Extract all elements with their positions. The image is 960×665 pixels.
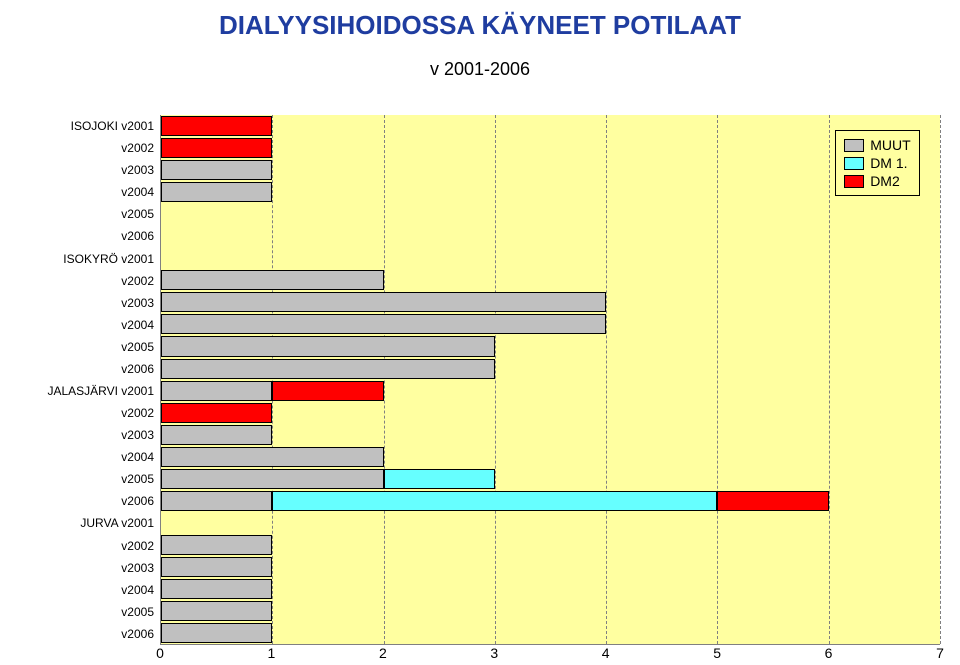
x-axis-tick: 1 xyxy=(268,645,276,661)
legend-item: MUUT xyxy=(844,136,910,154)
bar-slot xyxy=(161,225,940,247)
bar-segment xyxy=(161,623,272,643)
bar-slot xyxy=(161,358,940,380)
bar-segment xyxy=(161,138,272,158)
bar-slot xyxy=(161,159,940,181)
bar-slot xyxy=(161,247,940,269)
bar-segment xyxy=(161,579,272,599)
bar-segment xyxy=(272,491,717,511)
bar-slot xyxy=(161,490,940,512)
bar-slot xyxy=(161,115,940,137)
y-axis-label: JURVA v2001 xyxy=(20,512,160,534)
bar-slot xyxy=(161,446,940,468)
bar-segment xyxy=(161,336,495,356)
bar-segment xyxy=(161,160,272,180)
x-axis-labels: 01234567 xyxy=(160,645,940,665)
legend-item: DM 1. xyxy=(844,154,910,172)
legend: MUUTDM 1.DM2 xyxy=(835,130,919,196)
y-axis-label: v2002 xyxy=(20,402,160,424)
bar-slot xyxy=(161,468,940,490)
bar-slot xyxy=(161,402,940,424)
y-axis-label: v2004 xyxy=(20,314,160,336)
legend-item: DM2 xyxy=(844,172,910,190)
y-axis-label: ISOJOKI v2001 xyxy=(20,115,160,137)
y-axis-label: v2004 xyxy=(20,579,160,601)
y-axis-label: v2005 xyxy=(20,203,160,225)
y-axis-label: v2004 xyxy=(20,181,160,203)
bar-slot xyxy=(161,578,940,600)
bar-slot xyxy=(161,181,940,203)
bar-segment xyxy=(161,601,272,621)
bar-slot xyxy=(161,622,940,644)
bar-segment xyxy=(161,535,272,555)
legend-label: DM2 xyxy=(870,172,900,190)
y-axis-labels: ISOJOKI v2001v2002v2003v2004v2005v2006IS… xyxy=(20,115,160,645)
x-axis-tick: 7 xyxy=(936,645,944,661)
bar-slot xyxy=(161,600,940,622)
plot-area xyxy=(160,115,940,645)
legend-swatch xyxy=(844,157,864,170)
chart-title: DIALYYSIHOIDOSSA KÄYNEET POTILAAT xyxy=(0,0,960,41)
bar-segment xyxy=(161,381,272,401)
y-axis-label: v2003 xyxy=(20,557,160,579)
bar-segment xyxy=(161,359,495,379)
y-axis-label: v2006 xyxy=(20,490,160,512)
bar-segment xyxy=(161,491,272,511)
bar-segment xyxy=(161,314,606,334)
bar-slot xyxy=(161,291,940,313)
bar-segment xyxy=(161,425,272,445)
bar-segment xyxy=(161,182,272,202)
bar-slot xyxy=(161,137,940,159)
bar-slot xyxy=(161,380,940,402)
bar-segment xyxy=(161,469,384,489)
y-axis-label: ISOKYRÖ v2001 xyxy=(20,247,160,269)
y-axis-label: v2003 xyxy=(20,159,160,181)
x-axis-tick: 5 xyxy=(713,645,721,661)
page: DIALYYSIHOIDOSSA KÄYNEET POTILAAT v 2001… xyxy=(0,0,960,663)
x-axis-tick: 6 xyxy=(825,645,833,661)
legend-swatch xyxy=(844,175,864,188)
y-axis-label: v2005 xyxy=(20,468,160,490)
bar-segment xyxy=(272,381,383,401)
bar-slot xyxy=(161,313,940,335)
x-axis-tick: 0 xyxy=(156,645,164,661)
bar-slot xyxy=(161,335,940,357)
y-axis-label: v2003 xyxy=(20,292,160,314)
bar-slot xyxy=(161,512,940,534)
bar-segment xyxy=(161,116,272,136)
legend-swatch xyxy=(844,139,864,152)
bar-slot xyxy=(161,424,940,446)
y-axis-label: v2002 xyxy=(20,534,160,556)
legend-label: MUUT xyxy=(870,136,910,154)
bar-slot xyxy=(161,203,940,225)
y-axis-label: v2006 xyxy=(20,358,160,380)
bar-segment xyxy=(161,447,384,467)
y-axis-label: v2004 xyxy=(20,446,160,468)
x-axis-tick: 2 xyxy=(379,645,387,661)
chart-area: ISOJOKI v2001v2002v2003v2004v2005v2006IS… xyxy=(20,115,940,645)
bars-container xyxy=(161,115,940,644)
y-axis-label: v2002 xyxy=(20,137,160,159)
chart-subtitle: v 2001-2006 xyxy=(0,41,960,80)
bar-segment xyxy=(161,292,606,312)
bar-segment xyxy=(161,557,272,577)
x-axis-tick: 3 xyxy=(490,645,498,661)
y-axis-label: v2005 xyxy=(20,336,160,358)
y-axis-label: v2005 xyxy=(20,601,160,623)
legend-label: DM 1. xyxy=(870,154,907,172)
bar-slot xyxy=(161,534,940,556)
bar-segment xyxy=(384,469,495,489)
gridline xyxy=(940,115,941,644)
y-axis-label: v2006 xyxy=(20,225,160,247)
y-axis-label: v2006 xyxy=(20,623,160,645)
bar-segment xyxy=(161,270,384,290)
bar-segment xyxy=(161,403,272,423)
y-axis-label: JALASJÄRVI v2001 xyxy=(20,380,160,402)
x-axis-tick: 4 xyxy=(602,645,610,661)
y-axis-label: v2003 xyxy=(20,424,160,446)
y-axis-label: v2002 xyxy=(20,270,160,292)
bar-slot xyxy=(161,556,940,578)
bar-slot xyxy=(161,269,940,291)
bar-segment xyxy=(717,491,828,511)
